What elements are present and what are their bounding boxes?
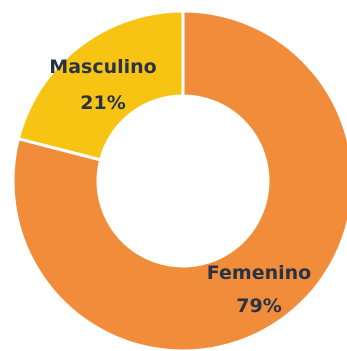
slice-femenino	[11, 9, 347, 351]
donut-slices	[11, 9, 347, 351]
slice-label-femenino: Femenino	[207, 262, 311, 284]
slice-value-femenino: 79%	[236, 295, 281, 317]
slice-masculino	[16, 9, 185, 162]
slice-label-masculino: Masculino	[49, 56, 156, 78]
slice-value-masculino: 21%	[80, 92, 125, 114]
